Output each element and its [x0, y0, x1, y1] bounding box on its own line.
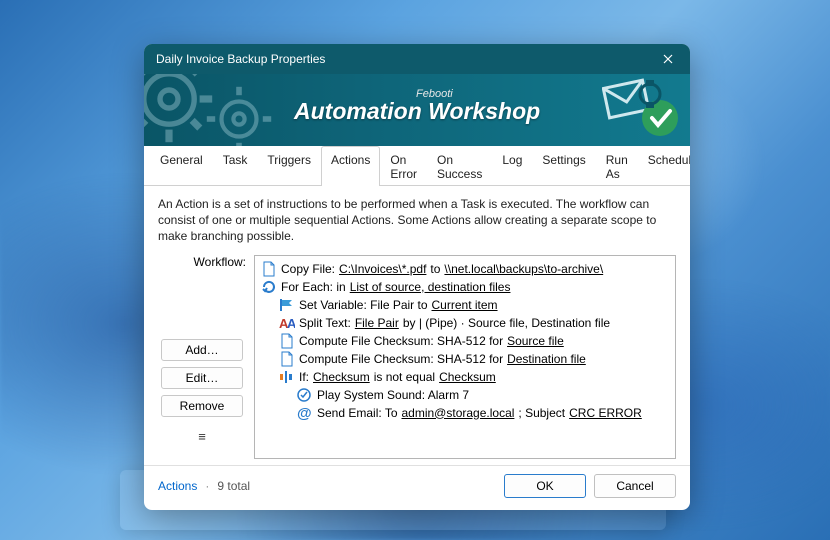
reorder-icon[interactable]: ≡: [198, 429, 206, 444]
svg-text:@: @: [297, 406, 312, 420]
tab-run-as[interactable]: Run As: [596, 146, 638, 186]
split-icon: AA: [279, 315, 295, 331]
footer-count: 9 total: [217, 479, 250, 493]
tab-settings[interactable]: Settings: [532, 146, 595, 186]
dialog-footer: Actions · 9 total OK Cancel: [144, 465, 690, 510]
close-button[interactable]: [646, 44, 690, 74]
tab-on-success[interactable]: On Success: [427, 146, 492, 186]
footer-separator: ·: [205, 479, 209, 493]
banner-decor-icon: [602, 78, 682, 142]
loop-icon: [261, 279, 277, 295]
action-send-email[interactable]: @ Send Email: To admin@storage.local; Su…: [261, 404, 669, 422]
add-button[interactable]: Add…: [161, 339, 243, 361]
action-checksum-destination[interactable]: Compute File Checksum: SHA-512 for Desti…: [261, 350, 669, 368]
tab-triggers[interactable]: Triggers: [257, 146, 321, 186]
tab-general[interactable]: General: [150, 146, 213, 186]
cancel-button[interactable]: Cancel: [594, 474, 676, 498]
file-icon: [261, 261, 277, 277]
tab-actions[interactable]: Actions: [321, 146, 380, 186]
file-icon: [279, 333, 295, 349]
workflow-label: Workflow:: [194, 255, 246, 269]
tab-bar: GeneralTaskTriggersActionsOn ErrorOn Suc…: [144, 146, 690, 186]
brand-big: Automation Workshop: [294, 98, 540, 125]
description-text: An Action is a set of instructions to be…: [158, 196, 676, 245]
tab-content-actions: An Action is a set of instructions to be…: [144, 186, 690, 465]
tab-on-error[interactable]: On Error: [380, 146, 427, 186]
action-foreach[interactable]: For Each: in List of source, destination…: [261, 278, 669, 296]
action-if-condition[interactable]: If: Checksum is not equal Checksum: [261, 368, 669, 386]
email-icon: @: [297, 405, 313, 421]
flag-icon: [279, 297, 295, 313]
tab-log[interactable]: Log: [492, 146, 532, 186]
action-checksum-source[interactable]: Compute File Checksum: SHA-512 for Sourc…: [261, 332, 669, 350]
action-split-text[interactable]: AA Split Text: File Pair by | (Pipe) · S…: [261, 314, 669, 332]
svg-text:A: A: [287, 316, 295, 330]
tab-task[interactable]: Task: [213, 146, 258, 186]
ok-button[interactable]: OK: [504, 474, 586, 498]
edit-button[interactable]: Edit…: [161, 367, 243, 389]
banner: Febooti Automation Workshop: [144, 74, 690, 146]
properties-dialog: Daily Invoice Backup Properties Febooti …: [144, 44, 690, 510]
close-icon: [663, 54, 673, 64]
window-title: Daily Invoice Backup Properties: [156, 52, 646, 66]
action-copy-file[interactable]: Copy File: C:\Invoices\*.pdf to \\net.lo…: [261, 260, 669, 278]
footer-status[interactable]: Actions: [158, 479, 197, 493]
branch-icon: [279, 369, 295, 385]
titlebar: Daily Invoice Backup Properties: [144, 44, 690, 74]
sound-icon: [297, 387, 313, 403]
remove-button[interactable]: Remove: [161, 395, 243, 417]
action-set-variable[interactable]: Set Variable: File Pair to Current item: [261, 296, 669, 314]
action-play-sound[interactable]: Play System Sound: Alarm 7: [261, 386, 669, 404]
tab-schedule[interactable]: Schedule: [638, 146, 690, 186]
workflow-tree[interactable]: Copy File: C:\Invoices\*.pdf to \\net.lo…: [254, 255, 676, 459]
file-icon: [279, 351, 295, 367]
